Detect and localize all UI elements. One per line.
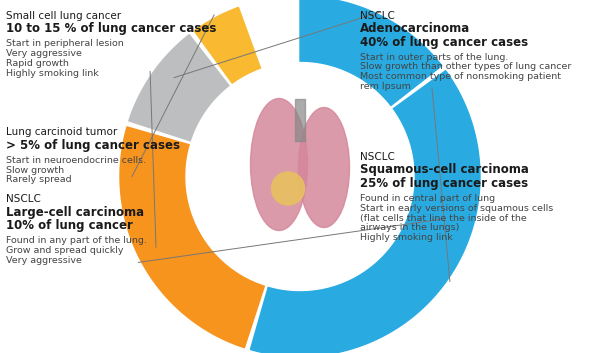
Polygon shape — [194, 7, 261, 84]
Text: Very aggressive: Very aggressive — [6, 49, 82, 58]
Text: Grow and spread quickly: Grow and spread quickly — [6, 246, 124, 255]
Text: 10% of lung cancer: 10% of lung cancer — [6, 219, 133, 232]
Text: Rarely spread: Rarely spread — [6, 175, 71, 184]
Text: Start in early versions of squamous cells: Start in early versions of squamous cell… — [360, 204, 553, 213]
Text: Small cell lung cancer: Small cell lung cancer — [6, 11, 121, 20]
Text: Adenocarcinoma: Adenocarcinoma — [360, 22, 470, 35]
Text: Slow growth than other types of lung cancer: Slow growth than other types of lung can… — [360, 62, 571, 71]
Text: Very aggressive: Very aggressive — [6, 256, 82, 265]
Text: Rapid growth: Rapid growth — [6, 59, 69, 68]
Polygon shape — [250, 71, 480, 353]
Text: 40% of lung cancer cases: 40% of lung cancer cases — [360, 36, 528, 49]
Bar — [295, 98, 305, 140]
Text: Found in central part of lung: Found in central part of lung — [360, 194, 495, 203]
Text: (flat cells that line the inside of the: (flat cells that line the inside of the — [360, 214, 527, 222]
Text: Most common type of nonsmoking patient: Most common type of nonsmoking patient — [360, 72, 561, 81]
Text: NSCLC: NSCLC — [360, 152, 395, 162]
Text: Slow growth: Slow growth — [6, 166, 64, 174]
Polygon shape — [129, 35, 230, 141]
Text: rem Ipsum: rem Ipsum — [360, 82, 411, 91]
Polygon shape — [186, 62, 414, 291]
Text: Highly smoking link: Highly smoking link — [6, 69, 99, 78]
Text: airways in the lungs): airways in the lungs) — [360, 223, 460, 232]
Text: Found in any part of the lung.: Found in any part of the lung. — [6, 236, 147, 245]
Text: 10 to 15 % of lung cancer cases: 10 to 15 % of lung cancer cases — [6, 22, 217, 35]
Text: Highly smoking link: Highly smoking link — [360, 233, 453, 242]
Polygon shape — [120, 127, 265, 348]
Text: Start in peripheral lesion: Start in peripheral lesion — [6, 39, 124, 48]
Text: Start in outer parts of the lung.: Start in outer parts of the lung. — [360, 53, 508, 61]
Text: Squamous-cell carcinoma: Squamous-cell carcinoma — [360, 163, 529, 176]
Ellipse shape — [299, 108, 349, 227]
Ellipse shape — [271, 172, 305, 205]
Polygon shape — [300, 0, 442, 106]
Text: Start in neuroendocrine cells.: Start in neuroendocrine cells. — [6, 156, 146, 164]
Text: NSCLC: NSCLC — [360, 11, 395, 20]
Ellipse shape — [251, 98, 308, 231]
Text: > 5% of lung cancer cases: > 5% of lung cancer cases — [6, 139, 180, 152]
Text: Large-cell carcinoma: Large-cell carcinoma — [6, 206, 144, 219]
Text: Lung carcinoid tumor: Lung carcinoid tumor — [6, 127, 117, 137]
Text: NSCLC: NSCLC — [6, 194, 41, 204]
Text: 25% of lung cancer cases: 25% of lung cancer cases — [360, 177, 528, 190]
